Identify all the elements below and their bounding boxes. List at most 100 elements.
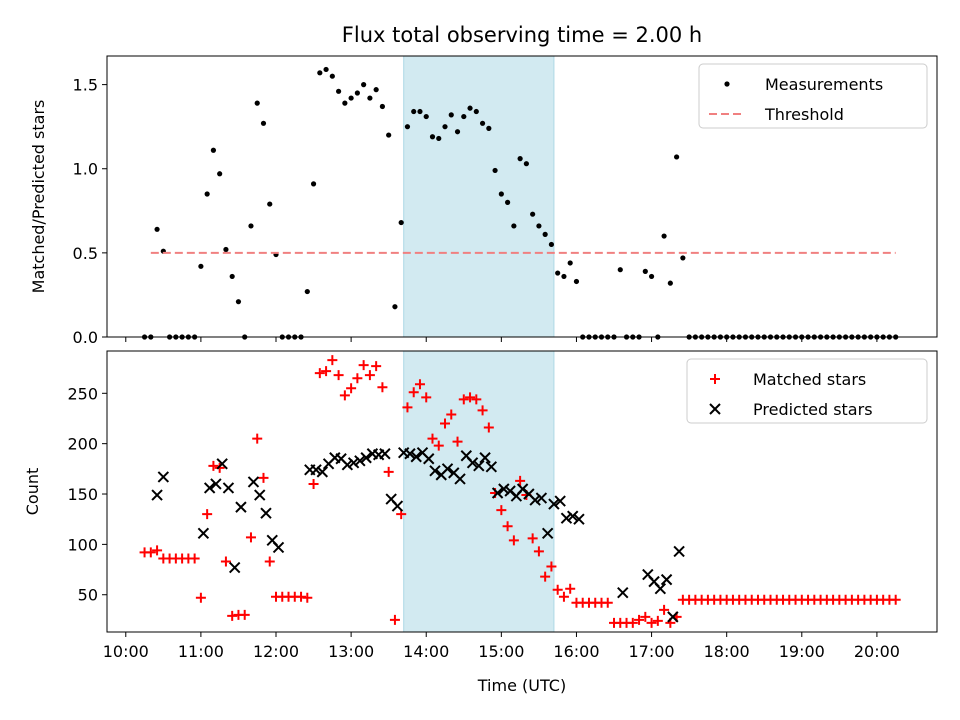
data-point — [389, 614, 400, 625]
data-point — [316, 466, 329, 478]
data-point — [247, 476, 260, 488]
data-point — [542, 231, 548, 237]
data-point — [573, 278, 580, 285]
y-tick-label: 0.5 — [73, 244, 98, 263]
x-tick-label: 11:00 — [178, 642, 224, 661]
data-point — [371, 361, 382, 372]
data-point — [352, 373, 363, 384]
data-point — [410, 451, 422, 463]
data-point — [373, 87, 379, 93]
chart-title: Flux total observing time = 2.00 h — [342, 23, 702, 47]
data-point — [383, 466, 394, 477]
data-point — [229, 273, 235, 280]
data-point — [235, 501, 247, 513]
data-point — [652, 615, 663, 626]
data-point — [433, 440, 444, 451]
data-point — [364, 370, 375, 381]
data-point — [367, 95, 373, 101]
data-point — [214, 462, 225, 473]
data-point — [260, 507, 272, 519]
data-point — [254, 100, 260, 106]
x-tick-label: 13:00 — [328, 642, 374, 661]
data-point — [536, 223, 542, 229]
data-point — [264, 556, 275, 567]
data-point — [646, 617, 657, 628]
data-point — [627, 617, 638, 628]
legend-box — [698, 63, 928, 129]
data-point — [154, 226, 160, 232]
legend-box — [686, 358, 928, 424]
data-point — [565, 583, 576, 594]
y-axis-label: Matched/Predicted stars — [29, 100, 48, 294]
data-point — [427, 433, 438, 444]
data-point — [498, 483, 510, 495]
data-point — [674, 154, 680, 160]
data-point — [436, 135, 442, 142]
data-point — [529, 494, 541, 506]
data-point — [552, 584, 563, 595]
y-axis-label: Count — [23, 468, 42, 516]
y-tick-label: 250 — [67, 384, 98, 403]
data-point — [333, 370, 344, 381]
data-point — [235, 299, 242, 305]
x-tick-label: 20:00 — [854, 642, 900, 661]
data-point — [567, 260, 573, 266]
data-point — [533, 546, 544, 557]
data-point — [446, 409, 457, 420]
data-point — [302, 592, 313, 603]
data-point — [654, 582, 667, 595]
y-tick-label: 1.5 — [73, 76, 98, 95]
top-panel: 0.0 0.5 1.0 1.5 Matched/Predicted stars Measu… — [29, 55, 938, 347]
x-tick-label: 17:00 — [629, 642, 675, 661]
data-point — [429, 465, 441, 477]
legend-marker — [710, 374, 720, 384]
x-tick-label: 12:00 — [253, 642, 299, 661]
data-point — [358, 360, 369, 371]
data-point — [347, 457, 360, 469]
data-point — [502, 521, 513, 532]
legend-label: Threshold — [764, 105, 844, 124]
data-point — [558, 591, 569, 602]
x-tick-label: 19:00 — [779, 642, 825, 661]
data-point — [667, 611, 679, 623]
data-point — [354, 455, 366, 467]
data-point — [245, 532, 256, 543]
data-point — [440, 418, 451, 429]
data-point — [546, 561, 557, 572]
data-point — [555, 270, 561, 276]
data-point — [465, 392, 476, 403]
data-point — [216, 458, 228, 470]
data-point — [515, 475, 526, 486]
data-point — [471, 394, 482, 405]
data-point — [198, 263, 204, 269]
legend: Measurements Threshold — [698, 63, 928, 129]
data-point — [423, 453, 435, 465]
x-tick-label: 18:00 — [704, 642, 750, 661]
data-point — [386, 132, 392, 138]
y-tick-label: 50 — [78, 586, 98, 605]
data-point — [310, 181, 317, 187]
data-point — [473, 460, 485, 472]
axes-frame — [106, 55, 938, 338]
data-point — [508, 535, 519, 546]
data-point — [483, 422, 494, 433]
data-point — [151, 489, 163, 501]
data-point — [296, 591, 307, 602]
data-point — [379, 103, 386, 110]
data-point — [479, 120, 486, 126]
x-tick-label: 15:00 — [478, 642, 524, 661]
data-point — [228, 561, 241, 574]
legend-marker — [724, 81, 730, 87]
data-point — [189, 553, 200, 564]
data-point — [479, 452, 491, 464]
data-point — [466, 457, 479, 469]
data-point — [477, 405, 488, 416]
data-point — [404, 448, 416, 460]
data-point — [379, 448, 391, 460]
data-point — [527, 533, 538, 544]
data-point — [421, 392, 432, 403]
data-point — [452, 436, 463, 447]
data-point — [417, 108, 423, 115]
y-tick-label: 200 — [67, 435, 98, 454]
data-point — [573, 513, 585, 525]
